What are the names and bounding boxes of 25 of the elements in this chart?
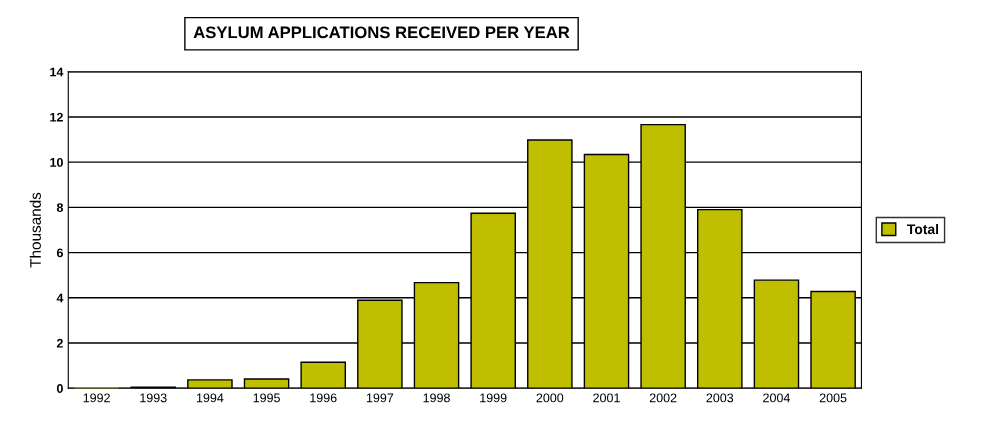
x-tick-label: 2001 [593,393,620,403]
x-tick-label: 1997 [366,393,394,403]
y-tick-label: 4 [56,293,64,303]
x-tick-label: 1999 [480,393,507,403]
x-tick-label: 2002 [649,393,677,403]
x-tick-label: 2005 [819,393,847,403]
legend-label: Total [907,223,939,235]
x-tick-label: 2003 [706,393,734,403]
x-tick-label: 1996 [310,393,337,403]
x-tick-label: 1995 [253,393,280,403]
y-axis-title: Thousands [29,192,41,268]
y-tick-label: 14 [50,67,64,77]
x-tick-label: 2000 [536,393,564,403]
x-tick-label: 1992 [83,393,110,403]
y-tick-label: 10 [50,157,63,167]
chart-title: ASYLUM APPLICATIONS RECEIVED PER YEAR [193,26,570,39]
x-tick-label: 1993 [140,393,167,403]
y-tick-label: 2 [56,338,63,348]
y-tick-label: 8 [56,203,64,213]
y-tick-label: 12 [50,112,63,122]
x-tick-label: 1998 [423,393,450,403]
y-tick-label: 6 [56,248,63,258]
x-tick-label: 1994 [196,393,224,403]
x-tick-label: 2004 [763,393,790,403]
y-tick-label: 0 [56,384,63,393]
